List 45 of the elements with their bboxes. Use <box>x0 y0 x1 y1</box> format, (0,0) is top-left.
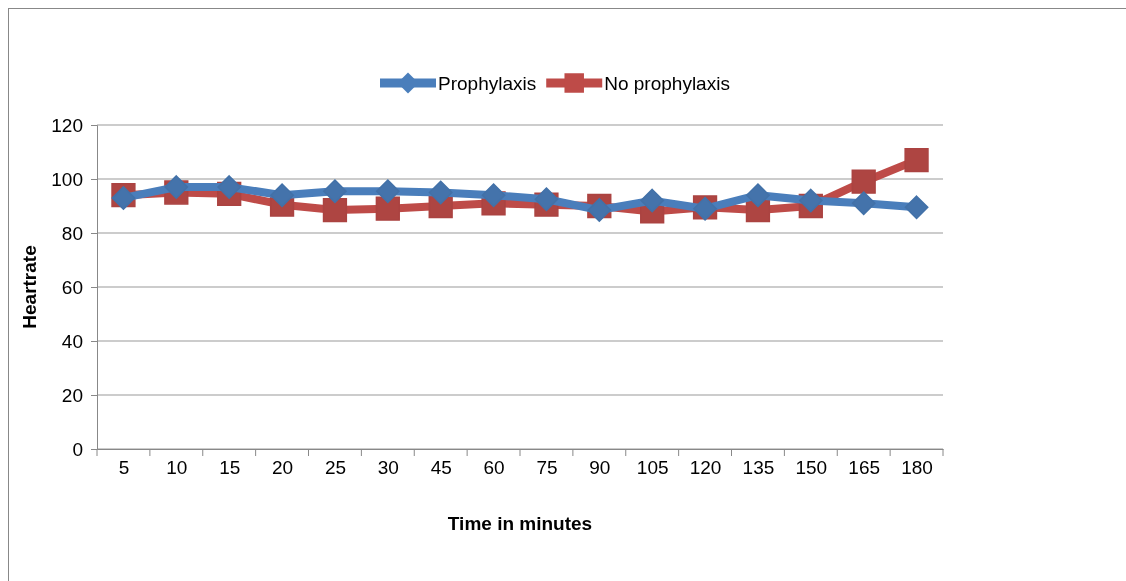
y-tick-label: 60 <box>61 276 83 298</box>
point <box>375 196 400 221</box>
x-axis-title: Time in minutes <box>447 513 593 534</box>
x-tick-label: 105 <box>636 457 669 479</box>
x-tick-label: 60 <box>483 457 505 479</box>
x-tick-label: 180 <box>901 457 933 479</box>
point <box>323 179 347 204</box>
point <box>164 175 189 200</box>
y-axis-title: Heartrate <box>19 245 40 329</box>
point <box>851 191 876 216</box>
x-tick-label: 5 <box>118 457 130 479</box>
x-tick-label: 20 <box>271 457 294 479</box>
x-tick-label: 150 <box>795 457 828 479</box>
y-tick-label: 0 <box>72 438 83 460</box>
point <box>375 179 400 204</box>
y-tick-label: 20 <box>61 384 83 406</box>
y-tick-label: 100 <box>51 168 83 190</box>
point <box>904 195 929 220</box>
point <box>217 175 242 200</box>
x-tick-label: 135 <box>742 457 775 479</box>
y-tick-label: 80 <box>61 222 83 244</box>
y-tick-label: 120 <box>51 114 83 136</box>
y-tick-label: 40 <box>61 330 83 352</box>
point <box>640 188 665 213</box>
point <box>270 183 294 208</box>
point <box>746 183 770 208</box>
point <box>481 183 506 208</box>
point <box>798 188 823 213</box>
x-tick-label: 10 <box>166 457 188 479</box>
x-tick-label: 30 <box>377 457 399 479</box>
x-tick-label: 15 <box>219 457 241 479</box>
legend-label: No prophylaxis <box>604 73 730 94</box>
point <box>851 169 876 194</box>
x-tick-label: 45 <box>430 457 452 479</box>
x-tick-label: 25 <box>324 457 347 479</box>
legend-label: Prophylaxis <box>438 73 537 94</box>
x-tick-label: 90 <box>589 457 611 479</box>
point <box>587 198 612 222</box>
x-tick-label: 165 <box>848 457 881 479</box>
point <box>904 147 929 173</box>
x-tick-label: 120 <box>689 457 722 479</box>
point <box>428 180 453 205</box>
x-tick-label: 75 <box>536 457 558 479</box>
point <box>534 187 559 212</box>
point <box>322 197 348 223</box>
